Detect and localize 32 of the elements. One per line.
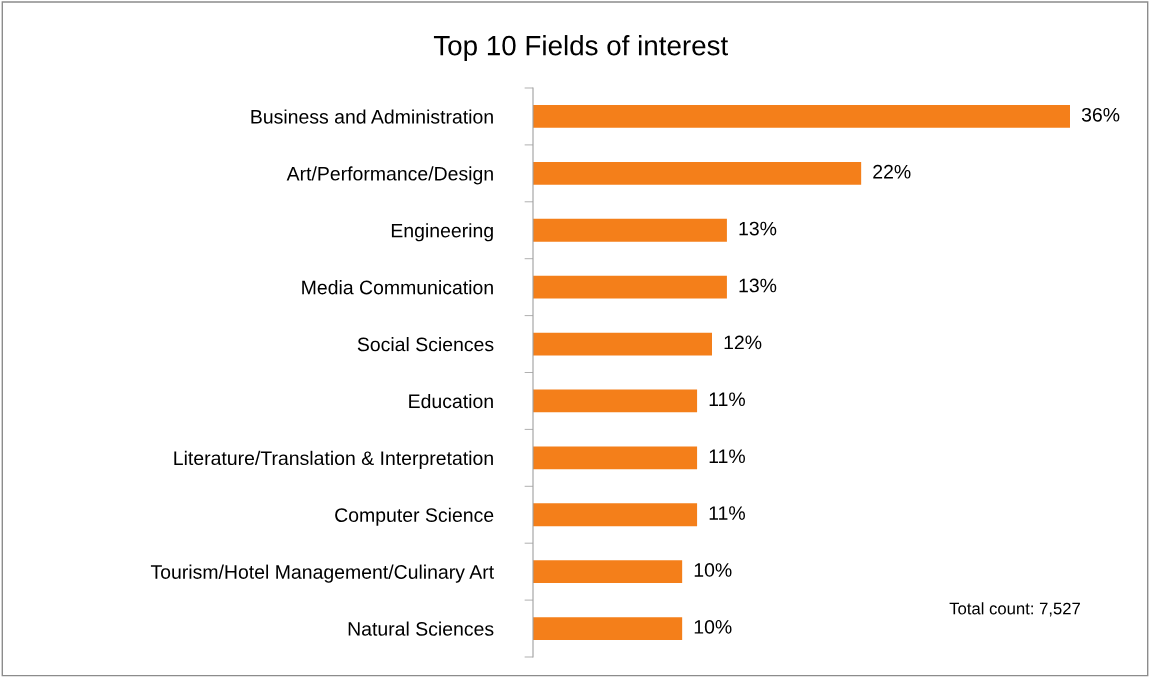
annotation: Total count: 7,527 bbox=[949, 602, 1080, 617]
bar bbox=[533, 446, 698, 470]
bar bbox=[533, 275, 727, 299]
y-tick-label: Social Sciences bbox=[357, 337, 494, 352]
y-tick-label: Computer Science bbox=[335, 507, 494, 526]
data-label: 36% bbox=[1081, 107, 1120, 122]
y-tick-label: Business and Administration bbox=[251, 109, 493, 124]
bar bbox=[533, 218, 727, 242]
data-label: 13% bbox=[739, 278, 777, 293]
bar bbox=[533, 617, 683, 640]
data-label: 22% bbox=[873, 164, 911, 179]
y-tick-label: Tourism/Hotel Management/Culinary Art bbox=[150, 564, 494, 583]
bar bbox=[533, 389, 698, 413]
data-label: 11% bbox=[709, 506, 745, 520]
data-label: 11% bbox=[709, 449, 745, 463]
data-label: 11% bbox=[709, 392, 745, 407]
bar bbox=[533, 560, 683, 584]
bar bbox=[533, 332, 712, 356]
bar bbox=[533, 161, 862, 185]
data-label: 13% bbox=[739, 221, 777, 236]
data-label: 10% bbox=[694, 563, 732, 577]
chart-title: Top 10 Fields of interest bbox=[433, 35, 729, 61]
data-label: 12% bbox=[724, 335, 762, 350]
bar bbox=[533, 105, 1070, 128]
y-tick-label: Natural Sciences bbox=[348, 621, 494, 636]
y-tick-label: Engineering bbox=[391, 223, 493, 242]
y-tick-label: Media Communication bbox=[302, 280, 493, 295]
y-tick-label: Art/Performance/Design bbox=[286, 166, 493, 185]
bar bbox=[533, 503, 698, 527]
data-label: 10% bbox=[694, 620, 732, 634]
y-tick-label: Literature/Translation & Interpretation bbox=[174, 450, 493, 469]
y-tick-label: Education bbox=[409, 393, 493, 409]
